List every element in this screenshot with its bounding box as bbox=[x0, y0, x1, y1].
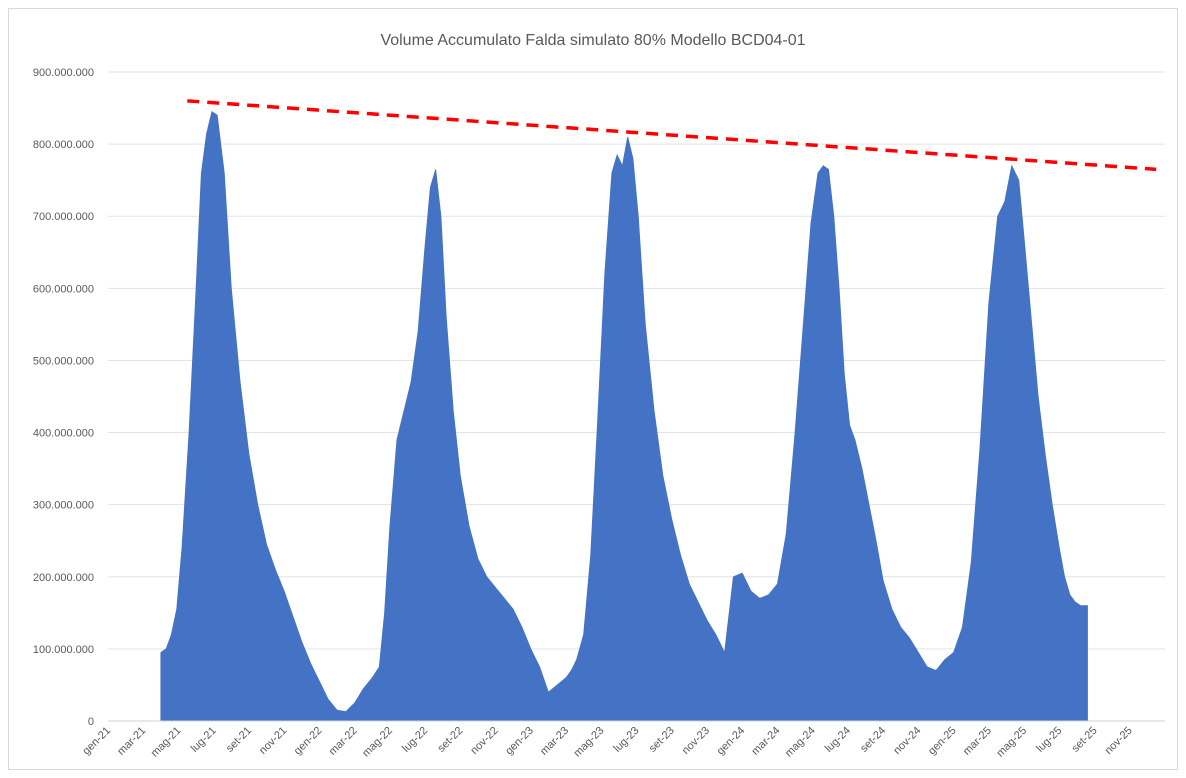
x-tick-label: mag-25 bbox=[994, 725, 1029, 760]
y-tick-label: 500.000.000 bbox=[33, 355, 94, 367]
y-tick-label: 800.000.000 bbox=[33, 139, 94, 151]
x-tick-label: mar-25 bbox=[961, 725, 994, 758]
area-layer bbox=[160, 111, 1088, 722]
x-tick-label: gen-21 bbox=[80, 725, 113, 758]
y-tick-label: 600.000.000 bbox=[33, 283, 94, 295]
x-tick-label: mag-21 bbox=[149, 725, 184, 760]
x-tick-label: mar-22 bbox=[327, 725, 360, 758]
y-tick-label: 0 bbox=[88, 716, 94, 728]
x-tick-label: gen-24 bbox=[715, 725, 748, 758]
y-axis: 0 100.000.000 200.000.000 300.000.000 400.00… bbox=[33, 67, 94, 728]
x-tick-label: lug-21 bbox=[189, 725, 219, 755]
x-tick-label: gen-22 bbox=[292, 725, 325, 758]
y-tick-label: 100.000.000 bbox=[33, 644, 94, 656]
trend-layer bbox=[187, 99, 1157, 172]
x-tick-label: mag-24 bbox=[783, 725, 818, 760]
x-axis: gen-21 mar-21 mag-21 lug-21 set-21 nov-21 gen-… bbox=[80, 720, 1165, 760]
x-tick-label: nov-25 bbox=[1103, 725, 1135, 757]
x-tick-label: set-21 bbox=[224, 725, 254, 755]
x-tick-label: mar-21 bbox=[115, 725, 148, 758]
chart-title: Volume Accumulato Falda simulato 80% Mod… bbox=[380, 32, 805, 49]
x-tick-label: nov-23 bbox=[680, 725, 712, 757]
x-tick-label: set-25 bbox=[1070, 725, 1100, 755]
x-tick-label: set-24 bbox=[858, 725, 888, 755]
x-tick-label: nov-22 bbox=[468, 725, 500, 757]
x-tick-label: mag-23 bbox=[572, 725, 607, 760]
y-tick-label: 300.000.000 bbox=[33, 500, 94, 512]
area-series bbox=[160, 111, 1088, 722]
chart-frame bbox=[8, 8, 1178, 770]
x-tick-label: gen-23 bbox=[503, 725, 536, 758]
x-tick-label: set-23 bbox=[647, 725, 677, 755]
x-tick-label: nov-24 bbox=[891, 725, 923, 757]
y-tick-label: 700.000.000 bbox=[33, 211, 94, 223]
x-tick-label: mar-23 bbox=[538, 725, 571, 758]
y-tick-label: 900.000.000 bbox=[33, 67, 94, 79]
x-tick-label: mag-22 bbox=[360, 725, 395, 760]
x-tick-label: gen-25 bbox=[926, 725, 959, 758]
x-tick-label: mar-24 bbox=[749, 725, 782, 758]
x-tick-label: lug-24 bbox=[823, 725, 853, 755]
x-tick-label: nov-21 bbox=[257, 725, 289, 757]
y-tick-label: 400.000.000 bbox=[33, 428, 94, 440]
trend-line bbox=[187, 99, 1157, 172]
x-tick-label: lug-23 bbox=[612, 725, 642, 755]
x-tick-label: set-22 bbox=[435, 725, 465, 755]
x-tick-label: lug-22 bbox=[400, 725, 430, 755]
y-tick-label: 200.000.000 bbox=[33, 572, 94, 584]
x-tick-label: lug-25 bbox=[1034, 725, 1064, 755]
